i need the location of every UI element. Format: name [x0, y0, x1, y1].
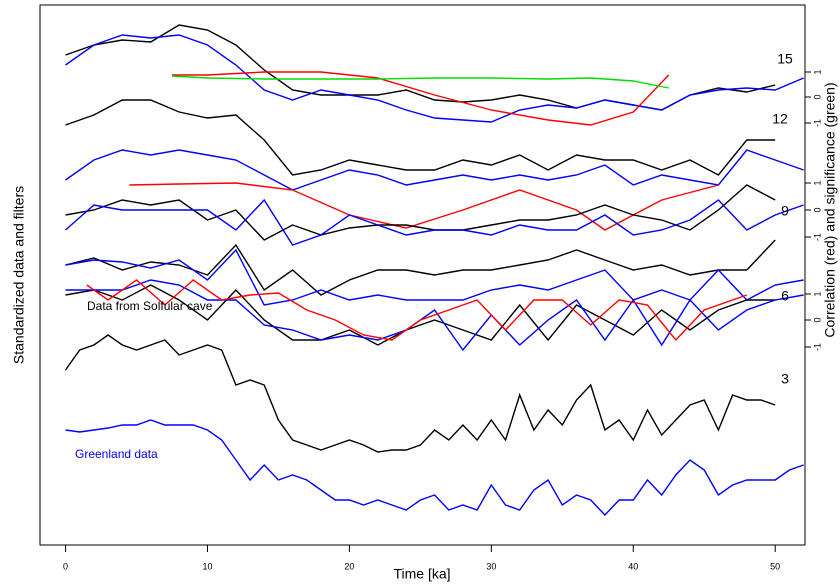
- y2-tick-label: -1: [812, 233, 822, 241]
- x-tick-label: 20: [344, 561, 354, 571]
- series-line: [65, 248, 804, 306]
- series-line: [172, 71, 670, 126]
- series-line: [129, 182, 719, 231]
- y2-tick-label: 0: [812, 207, 822, 212]
- filter-period-label: 12: [772, 111, 788, 127]
- y2-tick-label: 1: [812, 291, 822, 296]
- series-line: [65, 24, 776, 111]
- filter-period-label: 3: [781, 371, 789, 387]
- x-tick-label: 10: [202, 561, 212, 571]
- x-tick-label: 0: [63, 561, 68, 571]
- series-line: [65, 279, 804, 352]
- series-line: [65, 284, 776, 346]
- y2-tick-label: 0: [812, 317, 822, 322]
- filter-period-label: 6: [781, 288, 789, 304]
- series-line: [65, 198, 804, 246]
- y-axis-label: Standardized data and filters: [11, 186, 27, 364]
- y2-tick-label: 1: [812, 180, 822, 185]
- y2-tick-label: -1: [812, 119, 822, 127]
- y2-tick-label: -1: [812, 343, 822, 351]
- y2-axis-label: Correlation (red) and significance (gree…: [822, 82, 838, 337]
- series-line: [65, 99, 776, 176]
- y2-tick-label: 0: [812, 94, 822, 99]
- series-line: [171, 75, 669, 89]
- plot-frame: [39, 4, 806, 546]
- x-tick-label: 40: [628, 561, 638, 571]
- series-line: [65, 239, 776, 296]
- series-line: [65, 419, 804, 517]
- series-line: [65, 184, 776, 241]
- annotation: Data from Solfular cave: [87, 299, 213, 313]
- y2-tick-label: 1: [812, 69, 822, 74]
- series-line: [64, 334, 776, 453]
- filter-period-label: 9: [781, 203, 789, 219]
- filter-period-label: 15: [777, 51, 793, 67]
- series-line: [65, 34, 804, 123]
- series-line: [65, 149, 804, 191]
- series-line: [86, 279, 748, 342]
- x-tick-label: 30: [486, 561, 496, 571]
- annotation: Greenland data: [75, 447, 158, 461]
- x-tick-label: 50: [770, 561, 780, 571]
- x-axis-label: Time [ka]: [393, 566, 450, 582]
